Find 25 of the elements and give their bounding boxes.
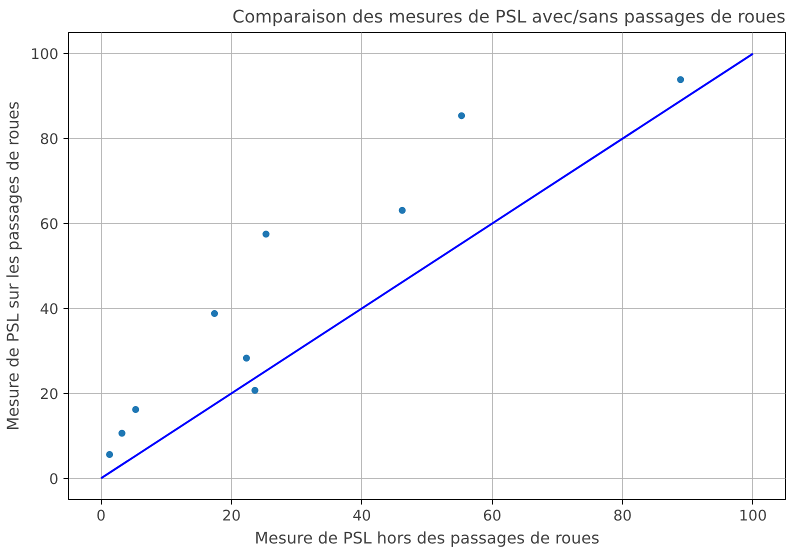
x-tick-label: 40 (352, 508, 372, 524)
point (118, 430, 126, 437)
y-tick-label: 40 (40, 300, 59, 318)
y-tick-label: 0 (49, 470, 59, 488)
point (242, 354, 250, 362)
point (458, 112, 466, 120)
x-tick-label: 100 (738, 508, 767, 524)
point (677, 76, 684, 84)
point (211, 310, 218, 318)
y-tick-label: 100 (30, 46, 59, 64)
point (106, 451, 114, 458)
point (251, 386, 258, 394)
x-tick-label: 20 (222, 508, 241, 524)
y-tick-label: 60 (40, 216, 59, 234)
point (132, 406, 140, 413)
point (262, 230, 270, 238)
point (398, 206, 406, 214)
y-axis-title: Mesure de PSL sur les passages de roues (4, 101, 23, 431)
chart-title: Comparaison des mesures de PSL avec/sans passages de roues (232, 8, 786, 28)
y-tick-label: 20 (40, 386, 59, 403)
x-tick-label: 80 (613, 508, 632, 524)
y-tick-label: 80 (40, 131, 59, 148)
x-axis-title: Mesure de PSL hors des passages de roues (254, 528, 600, 548)
x-tick-label: 60 (482, 508, 502, 524)
x-tick-label: 0 (96, 508, 106, 524)
